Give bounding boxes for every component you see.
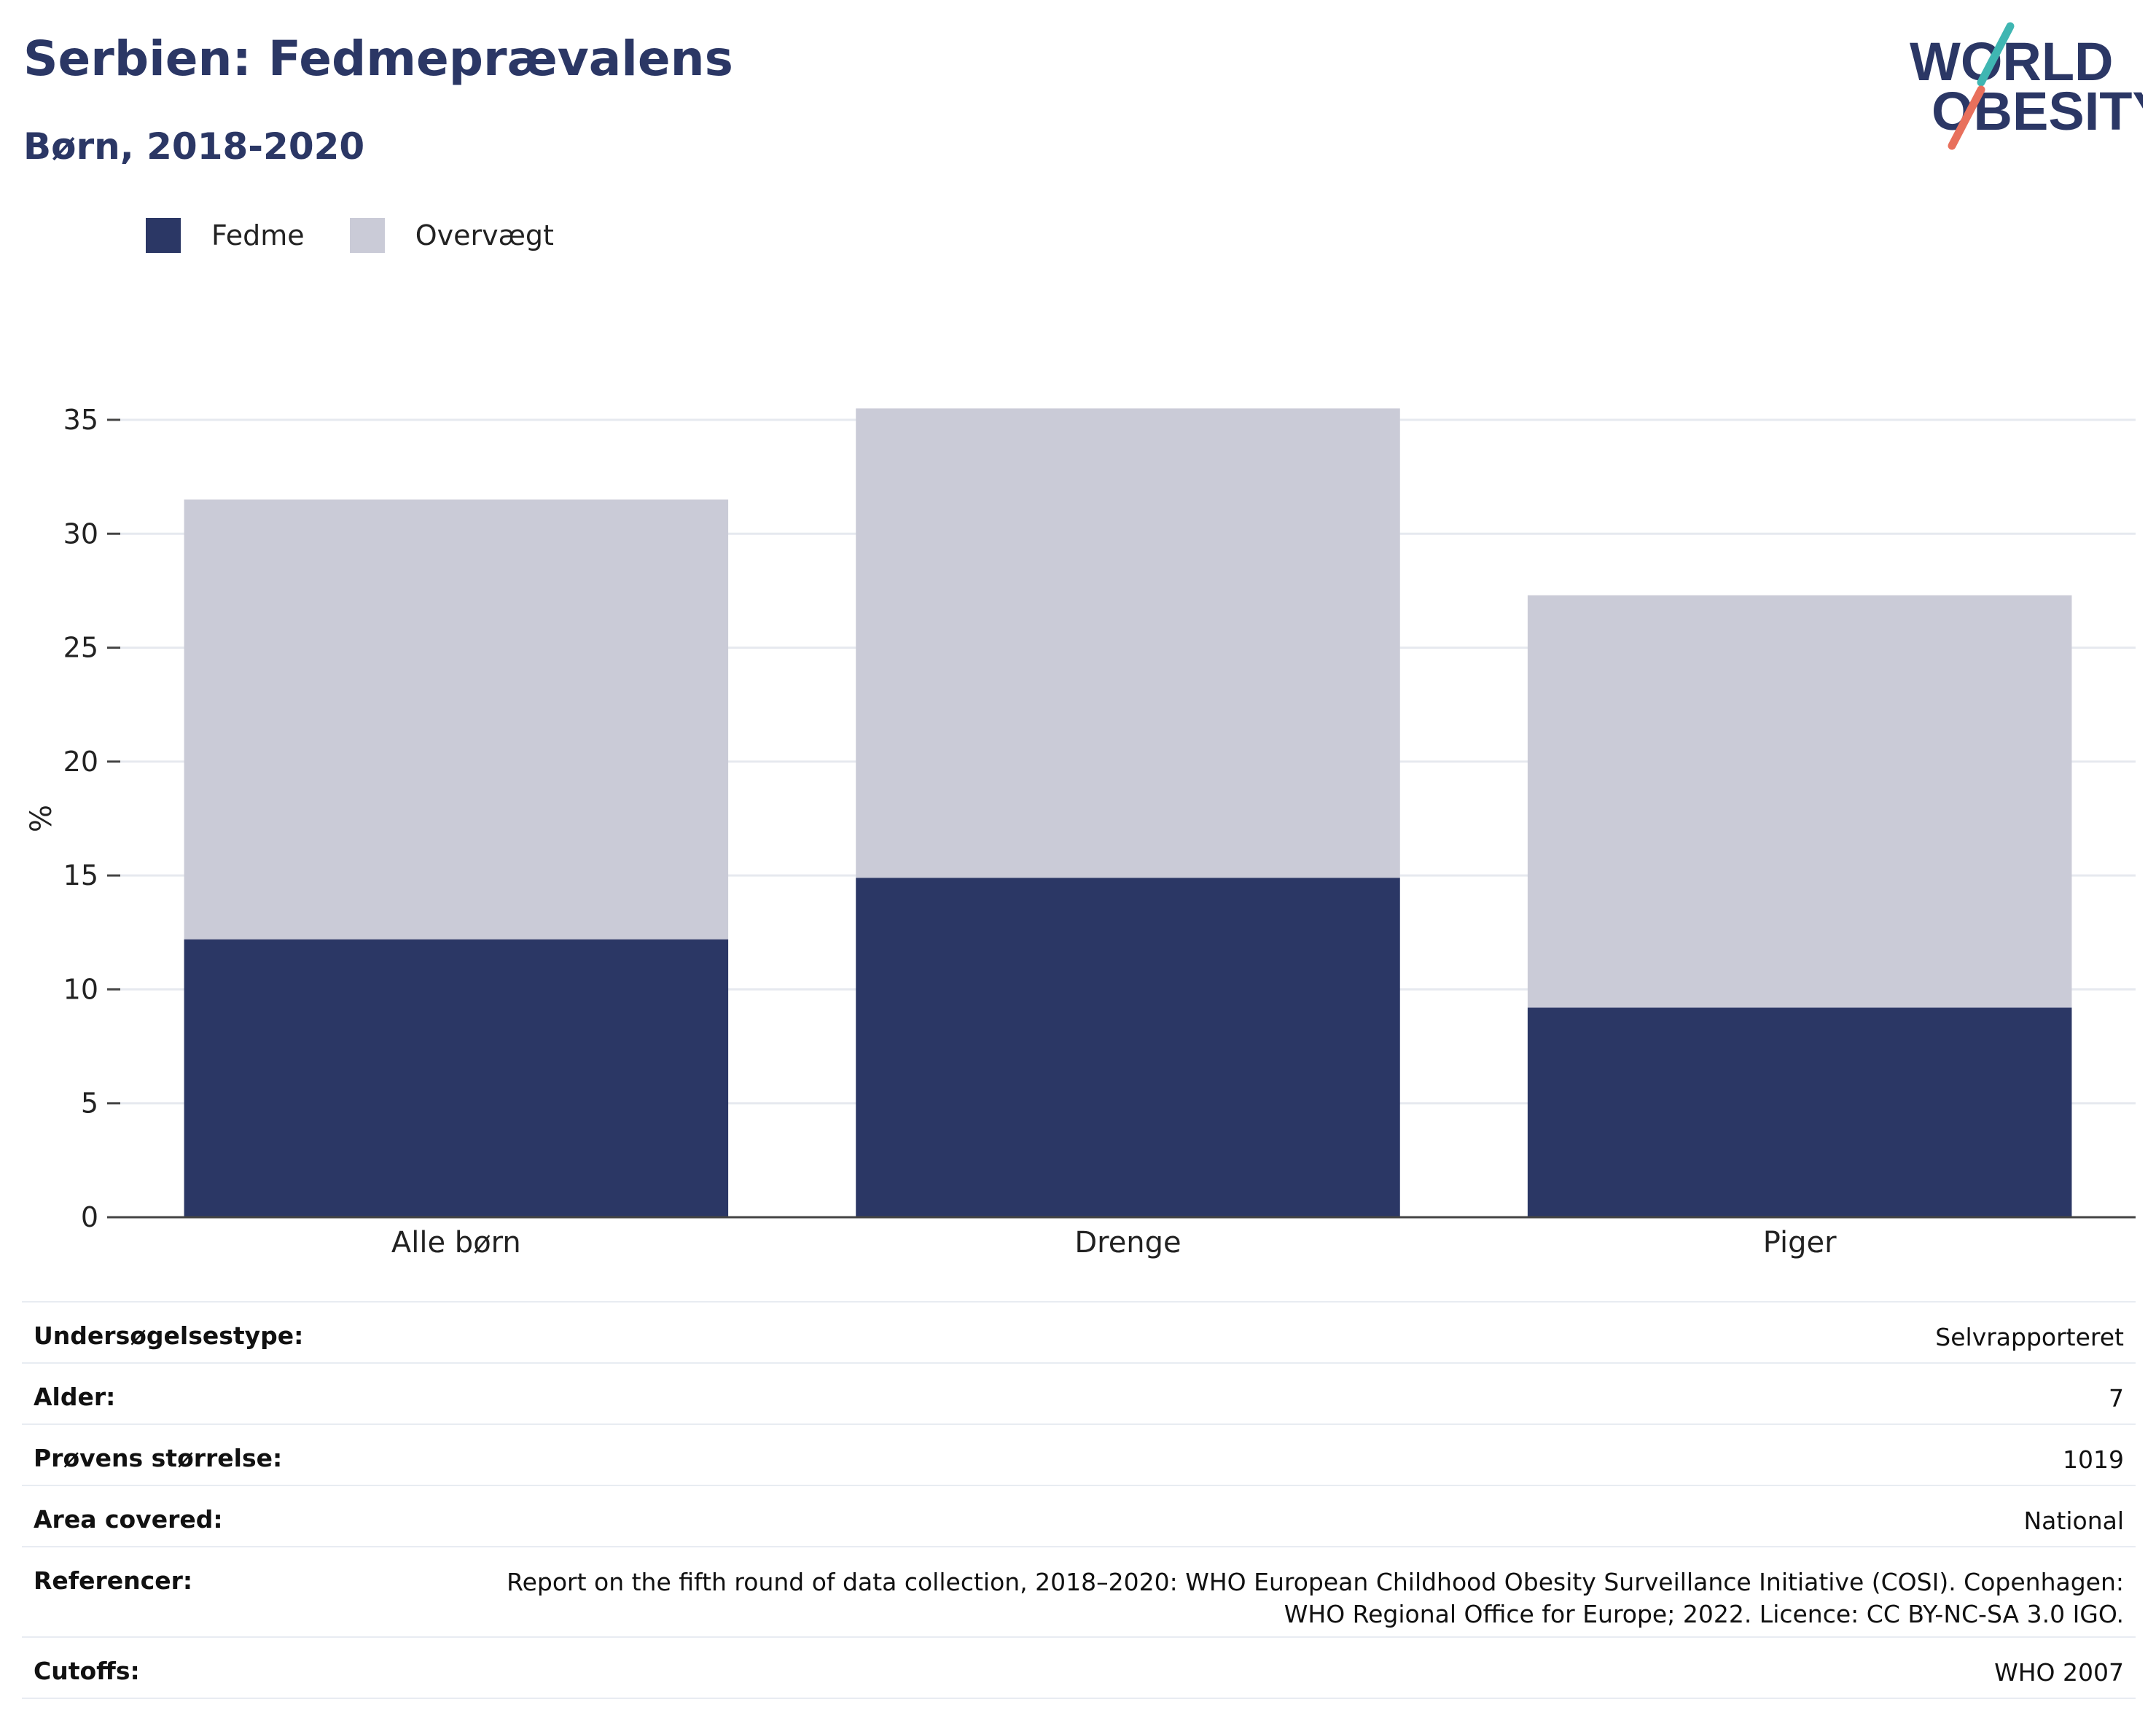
x-axis-labels: Alle børn Drenge Piger	[391, 1226, 1837, 1260]
legend-item-overvaegt[interactable]: Overvægt	[349, 218, 554, 253]
bar-overvaegt[interactable]	[1527, 595, 2072, 1008]
x-tick-label: Alle børn	[391, 1226, 521, 1260]
y-tick-label: 15	[63, 859, 98, 891]
info-row-sample-size: Prøvens størrelse: 1019	[22, 1425, 2136, 1486]
bar-fedme[interactable]	[1527, 1007, 2072, 1217]
info-value: 7	[2109, 1384, 2124, 1413]
chart-subtitle: Børn, 2018-2020	[23, 125, 365, 168]
y-tick-label: 0	[81, 1201, 98, 1233]
y-axis-ticks: 0 5 10 15 20 25 30 35	[63, 404, 120, 1233]
logo-accent-coral	[1948, 85, 1985, 150]
y-tick-label: 30	[63, 518, 98, 550]
logo-text-world: WORLD	[1910, 31, 2114, 92]
info-table: Undersøgelsestype: Selvrapporteret Alder…	[22, 1301, 2136, 1699]
info-row-references: Referencer: Report on the fifth round of…	[22, 1547, 2136, 1638]
legend-label-overvaegt: Overvægt	[415, 219, 554, 251]
stacked-bar-chart: 0 5 10 15 20 25 30 35 Alle børn Drenge Piger %	[25, 404, 2136, 1260]
logo-accent-teal	[1977, 22, 2015, 87]
info-key: Undersøgelsestype:	[34, 1321, 304, 1350]
legend-item-fedme[interactable]: Fedme	[146, 218, 305, 253]
info-key: Referencer:	[34, 1566, 193, 1595]
info-value: WHO 2007	[1994, 1658, 2124, 1687]
legend-label-fedme: Fedme	[211, 219, 305, 251]
y-tick-label: 10	[63, 973, 98, 1005]
info-value: Report on the fifth round of data collec…	[507, 1568, 2124, 1628]
bar-overvaegt[interactable]	[856, 408, 1400, 878]
info-key: Alder:	[34, 1383, 116, 1411]
info-key: Cutoffs:	[34, 1657, 140, 1685]
info-value: Selvrapporteret	[1935, 1323, 2124, 1351]
bar-fedme[interactable]	[856, 878, 1400, 1217]
y-tick-label: 35	[63, 404, 98, 436]
info-row-age: Alder: 7	[22, 1364, 2136, 1425]
legend-swatch-overvaegt	[349, 218, 385, 253]
world-obesity-logo: WORLD OBESITY	[1910, 22, 2143, 150]
bar-overvaegt[interactable]	[184, 499, 729, 940]
info-key: Area covered:	[34, 1505, 223, 1534]
info-row-area-covered: Area covered: National	[22, 1486, 2136, 1547]
x-tick-label: Drenge	[1074, 1226, 1181, 1260]
y-tick-label: 20	[63, 746, 98, 778]
info-value: 1019	[2063, 1445, 2124, 1474]
chart-legend: Fedme Overvægt	[146, 217, 599, 254]
x-tick-label: Piger	[1763, 1226, 1837, 1260]
y-axis-title: %	[25, 805, 58, 832]
bars	[184, 408, 2072, 1217]
chart-title: Serbien: Fedmeprævalens	[23, 31, 733, 87]
legend-swatch-fedme	[146, 218, 181, 253]
info-key: Prøvens størrelse:	[34, 1444, 283, 1472]
y-tick-label: 5	[81, 1087, 98, 1120]
y-tick-label: 25	[63, 632, 98, 664]
info-row-cutoffs: Cutoffs: WHO 2007	[22, 1638, 2136, 1699]
info-row-survey-type: Undersøgelsestype: Selvrapporteret	[22, 1303, 2136, 1364]
bar-fedme[interactable]	[184, 939, 729, 1217]
info-value: National	[2023, 1507, 2124, 1535]
